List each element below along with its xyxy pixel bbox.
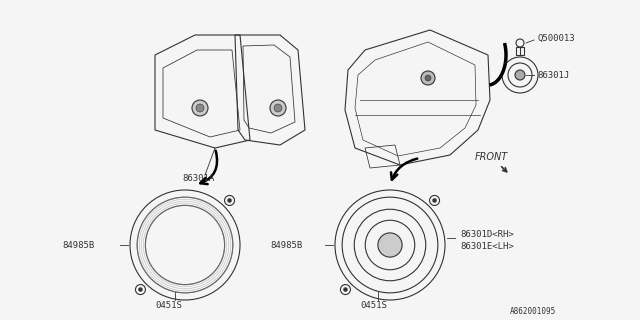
Circle shape: [228, 198, 232, 203]
Text: Q500013: Q500013: [537, 34, 575, 43]
Circle shape: [270, 100, 286, 116]
Circle shape: [378, 233, 402, 257]
Text: A862001095: A862001095: [510, 308, 556, 316]
Text: FRONT: FRONT: [475, 152, 508, 172]
Circle shape: [138, 288, 143, 292]
Text: 84985B: 84985B: [62, 241, 94, 250]
Circle shape: [344, 288, 348, 292]
Circle shape: [421, 71, 435, 85]
Text: 86301E<LH>: 86301E<LH>: [460, 242, 514, 251]
Circle shape: [433, 198, 436, 203]
Text: 84985B: 84985B: [270, 241, 302, 250]
Circle shape: [192, 100, 208, 116]
Circle shape: [515, 70, 525, 80]
Text: 86301A: 86301A: [182, 173, 214, 182]
Text: 0451S: 0451S: [360, 300, 387, 309]
Text: 0451S: 0451S: [155, 300, 182, 309]
Circle shape: [196, 104, 204, 112]
Text: 86301J: 86301J: [537, 70, 569, 79]
Bar: [516, 47, 524, 55]
Text: 86301D<RH>: 86301D<RH>: [460, 229, 514, 238]
Circle shape: [425, 75, 431, 81]
Circle shape: [274, 104, 282, 112]
